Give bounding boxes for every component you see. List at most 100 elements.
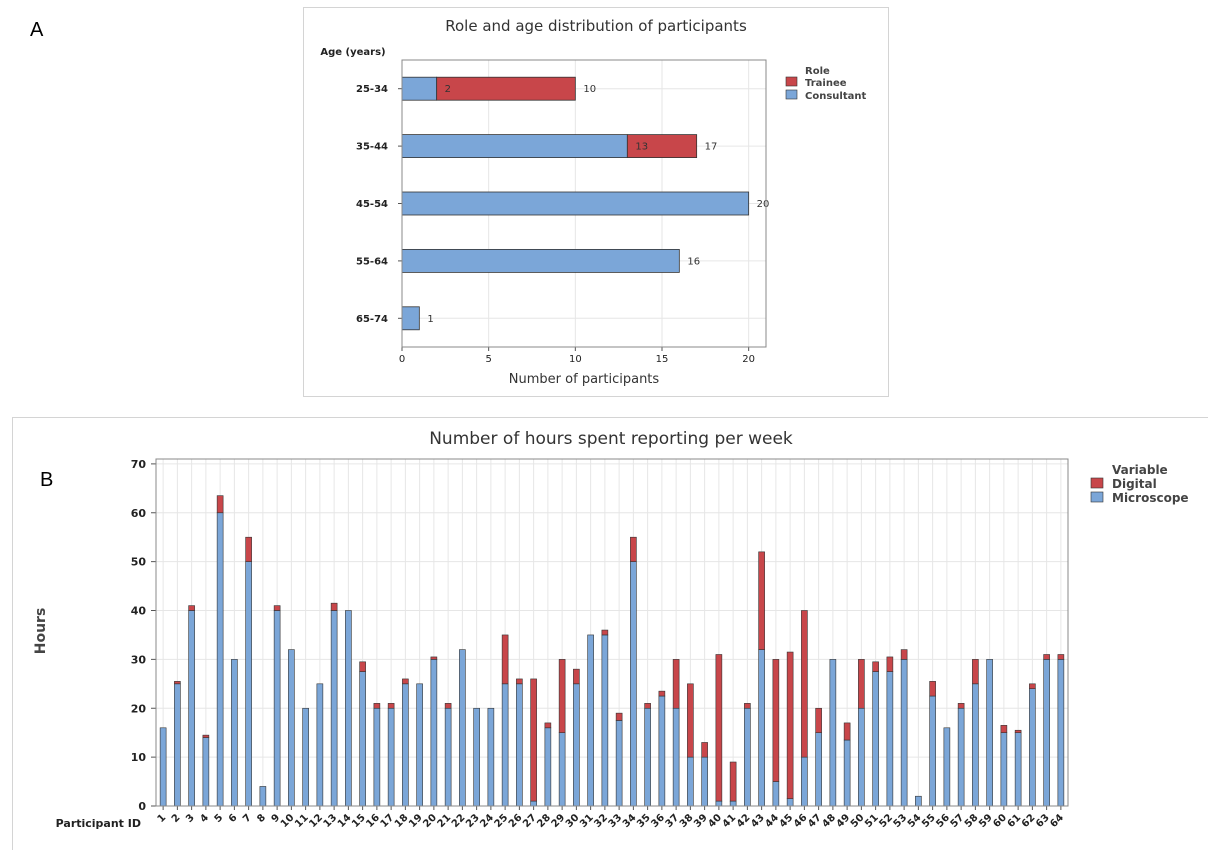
chart-b-bar-microscope xyxy=(202,737,210,807)
chart-b-bar-microscope xyxy=(786,798,794,807)
chart-a-bars: 2 10 13 17 20 16 1 xyxy=(401,76,770,331)
chart-a-legend-swatch-consultant xyxy=(785,89,798,100)
chart-b-bar-digital xyxy=(430,656,438,660)
chart-a-y-tick-label: 45-54 xyxy=(356,199,388,210)
chart-b-bar-microscope xyxy=(544,727,552,807)
chart-a-y-tick-label: 65-74 xyxy=(356,314,388,325)
chart-a-y-tick-label: 55-64 xyxy=(356,256,388,267)
chart-b-legend-label-microscope: Microscope xyxy=(1112,491,1189,505)
chart-a-x-tick-label: 15 xyxy=(656,354,669,365)
chart-b-bar-digital xyxy=(402,678,409,685)
chart-b-bar-microscope xyxy=(174,683,181,807)
chart-b-y-tick-label: 0 xyxy=(138,800,146,813)
chart-b-bar-microscope xyxy=(573,683,580,807)
chart-b-bar-digital xyxy=(1000,725,1008,733)
chart-b-bar-microscope xyxy=(302,707,309,807)
chart-a-x-tick-label: 10 xyxy=(569,354,582,365)
chart-b-bar-microscope xyxy=(872,671,879,807)
chart-b-legend-label-digital: Digital xyxy=(1112,477,1157,491)
chart-a-x-tick-label: 20 xyxy=(742,354,755,365)
chart-b-bar-digital xyxy=(615,712,623,721)
chart-b-x-tick-label: 5 xyxy=(213,812,226,825)
chart-b-bar-digital xyxy=(601,629,609,636)
chart-b-bar-digital xyxy=(886,656,894,672)
chart-a-frame xyxy=(303,7,889,397)
chart-b-bar-microscope xyxy=(473,707,480,807)
chart-b-bar-digital xyxy=(1043,654,1050,660)
chart-b-bar-microscope xyxy=(444,707,452,807)
chart-b-bar-digital xyxy=(929,681,936,697)
chart-b-bar-microscope xyxy=(587,634,594,807)
chart-a-legend-label-consultant: Consultant xyxy=(805,91,866,102)
chart-a-total-label: 20 xyxy=(757,199,770,210)
chart-a-y-tick-label: 25-34 xyxy=(356,84,388,95)
chart-b-frame xyxy=(12,417,1208,850)
chart-b-y-tick-label: 30 xyxy=(131,653,147,666)
chart-b-bar-microscope xyxy=(715,800,723,807)
chart-b-bar-microscope xyxy=(416,683,423,807)
chart-a-total-label: 17 xyxy=(705,142,718,153)
chart-b-x-tick-label: 6 xyxy=(227,812,240,825)
chart-a-y-axis-title: Age (years) xyxy=(320,47,385,58)
chart-b-bar-digital xyxy=(245,536,252,562)
chart-b-bar-digital xyxy=(744,703,751,709)
chart-b-bar-digital xyxy=(1029,683,1036,690)
chart-b-bar-microscope xyxy=(558,732,566,807)
chart-b-bar-microscope xyxy=(986,659,993,807)
chart-b-bar-digital xyxy=(786,651,794,799)
chart-b-bar-digital xyxy=(373,703,381,709)
chart-b-bar-digital xyxy=(843,722,851,741)
chart-b-bar-microscope xyxy=(459,649,466,807)
chart-b-bar-microscope xyxy=(487,707,495,807)
chart-b-bar-microscope xyxy=(744,707,751,807)
chart-a-x-tick-label: 0 xyxy=(399,354,405,365)
chart-b-x-tick-label: 64 xyxy=(1048,812,1066,830)
chart-b-x-tick-label: 2 xyxy=(170,812,183,825)
chart-b-bar-digital xyxy=(957,703,965,709)
chart-b-bar-microscope xyxy=(929,695,936,807)
chart-b-bar-microscope xyxy=(758,649,765,807)
chart-b-bar-microscope xyxy=(858,707,865,807)
chart-b-bar-digital xyxy=(530,678,537,802)
chart-b-bar-microscope xyxy=(672,707,680,807)
chart-b-bar-digital xyxy=(972,659,979,685)
chart-b-bar-microscope xyxy=(159,727,167,807)
chart-b-y-tick-label: 50 xyxy=(131,556,147,569)
chart-b-bar-digital xyxy=(858,659,865,709)
chart-b-bar-microscope xyxy=(430,659,438,807)
chart-b-bar-microscope xyxy=(259,786,267,807)
chart-b-bar-microscope xyxy=(615,720,623,807)
chart-a-total-label: 10 xyxy=(583,84,596,95)
chart-b-bar-microscope xyxy=(330,610,338,807)
chart-b-bar-microscope xyxy=(373,707,381,807)
chart-b-y-tick-label: 20 xyxy=(131,702,147,715)
chart-b-bar-digital xyxy=(715,654,723,802)
chart-b-bar-digital xyxy=(188,605,195,611)
chart-b-x-tick-label: 3 xyxy=(184,812,197,825)
chart-b-bar-microscope xyxy=(943,727,951,807)
chart-b-bar-digital xyxy=(729,761,737,802)
chart-b-bar-digital xyxy=(359,661,366,672)
chart-b-bar-digital xyxy=(444,703,452,709)
chart-b-bar-microscope xyxy=(1014,732,1022,807)
chart-a-x-tick-label: 5 xyxy=(485,354,491,365)
chart-a-y-tick-label: 35-44 xyxy=(356,142,388,153)
chart-b-bar-digital xyxy=(644,703,651,709)
chart-b-bar-digital xyxy=(330,602,338,611)
chart-b-x-tick-label: 8 xyxy=(255,812,268,825)
chart-b-bar-microscope xyxy=(957,707,965,807)
chart-b-bar-microscope xyxy=(1000,732,1008,807)
chart-b-bar-digital xyxy=(558,659,566,733)
chart-a-legend-swatch-trainee xyxy=(785,76,798,87)
chart-b-bar-digital xyxy=(1057,654,1065,660)
chart-b-bar-microscope xyxy=(729,800,737,807)
chart-b-bar-microscope xyxy=(843,739,851,807)
chart-b-x-tick-label: 7 xyxy=(241,812,254,825)
chart-a-title: Role and age distribution of participant… xyxy=(445,17,747,35)
chart-b-bar-digital xyxy=(872,661,879,672)
chart-b-bar-digital xyxy=(801,610,808,758)
chart-b-bar-digital xyxy=(216,495,224,514)
chart-b-y-tick-label: 60 xyxy=(131,507,147,520)
